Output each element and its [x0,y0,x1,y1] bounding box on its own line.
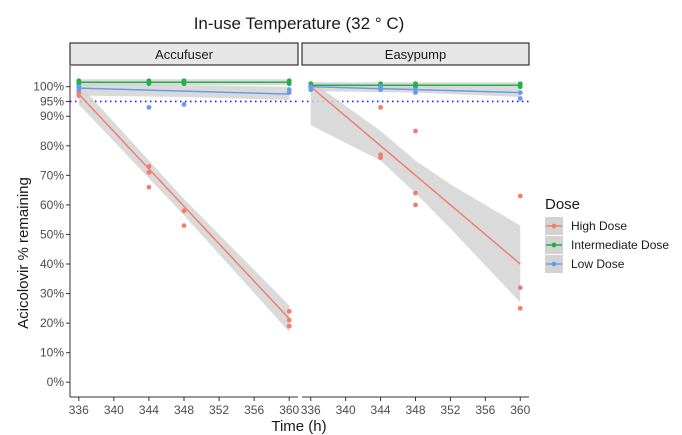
confidence-band [78,83,290,332]
x-tick-label: 356 [475,403,495,417]
data-point [517,305,523,311]
x-tick-label: 360 [510,403,530,417]
panel-easypump: Easypump 336 340 344 348 352 356 360 [301,42,531,417]
data-point [517,96,523,101]
data-point [378,104,383,110]
data-point [413,90,418,95]
x-tick-label: 348 [405,403,425,417]
data-point [286,90,292,95]
y-tick-label: 70% [40,168,64,182]
data-point [181,223,187,228]
data-point [308,87,314,93]
data-point [517,84,523,90]
data-point [146,169,152,175]
y-tick-label: 90% [40,109,64,123]
data-point [517,285,523,291]
data-point [286,323,292,329]
y-tick-label: 60% [40,198,64,212]
y-tick-label: 10% [40,346,64,360]
panel-accufuser: Accufuser 336 340 344 348 352 356 360 0% 10% 20% 30… [33,42,300,417]
data-point [517,90,523,95]
data-point [286,308,292,314]
y-axis-label: Acicolovir % remaining [15,177,32,329]
x-tick-label: 344 [371,403,391,417]
data-point [76,87,82,93]
x-tick-label: 340 [104,403,124,417]
facet-strip-label: Accufuser [155,47,213,62]
data-point [413,190,418,196]
data-point [181,102,187,107]
x-tick-label: 356 [244,403,264,417]
x-tick-label: 348 [174,403,194,417]
legend-entry: Low Dose [545,255,625,273]
data-point [146,184,152,190]
data-point [413,128,418,134]
data-point [517,193,523,199]
legend-title: Dose [545,196,580,213]
legend-entry: Intermediate Dose [545,236,669,254]
fit-line [78,87,290,95]
y-tick-label: 95% [40,94,64,108]
legend-key-point [551,242,557,248]
legend-key-point [551,223,557,229]
data-point [181,208,187,214]
y-tick-label: 100% [33,80,64,94]
legend-label: Low Dose [571,257,625,271]
x-tick-label: 352 [440,403,460,417]
legend-key-point [551,261,557,267]
data-point [146,104,152,110]
facet-strip-label: Easypump [385,47,446,62]
x-tick-label: 336 [69,403,89,417]
x-tick-label: 352 [209,403,229,417]
facet-strip [301,42,530,66]
data-point [76,93,82,98]
y-tick-label: 40% [40,257,64,271]
legend-label: High Dose [571,219,627,233]
data-point [378,87,383,93]
chart-title: In-use Temperature (32 ° C) [194,14,405,33]
y-tick-label: 0% [47,375,65,389]
panels: Accufuser 336 340 344 348 352 356 360 0% 10% 20% 30… [33,42,531,417]
fit-line [310,86,521,265]
x-axis-label: Time (h) [271,418,326,435]
x-tick-label: 340 [336,403,356,417]
y-tick-label: 20% [40,316,64,330]
legend-label: Intermediate Dose [571,238,669,252]
y-tick-label: 50% [40,227,64,241]
y-tick-label: 30% [40,287,64,301]
data-point [286,81,292,87]
data-point [378,155,383,161]
x-tick-label: 336 [301,403,321,417]
data-point [413,202,418,208]
x-tick-label: 360 [279,403,299,417]
legend: Dose High Dose Intermediate Dose Low Dose [545,196,669,273]
legend-entry: High Dose [545,217,627,235]
data-point [146,164,152,169]
y-tick-label: 80% [40,139,64,153]
data-point [286,317,292,323]
facet-strip [69,42,299,66]
data-point [146,81,152,87]
data-point [181,81,187,87]
fit-line [78,93,290,320]
x-tick-label: 344 [139,403,159,417]
